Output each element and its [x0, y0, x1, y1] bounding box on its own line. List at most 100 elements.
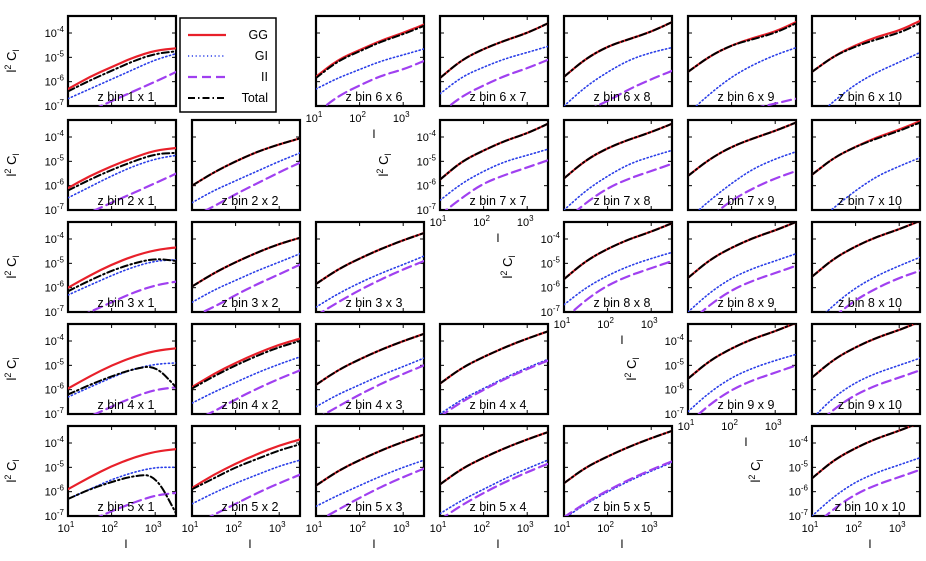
panel-label: z bin 4 x 4	[470, 398, 527, 412]
panel-label: z bin 8 x 9	[718, 296, 775, 310]
x-tick-label: 101	[182, 520, 199, 535]
x-tick-label: 102	[473, 214, 490, 229]
panel-z-bin-8x9: z bin 8 x 9	[686, 220, 798, 314]
x-tick-label: 101	[554, 316, 571, 331]
x-axis-label: l	[621, 537, 624, 551]
y-axis-label: l2 Cl	[3, 50, 21, 73]
series-ii-line	[204, 161, 300, 210]
series-gi-line	[192, 252, 300, 304]
x-tick-label: 103	[517, 520, 534, 535]
series-gi-line	[812, 456, 920, 516]
series-ii-line	[319, 259, 424, 312]
series-gg-line	[192, 337, 300, 389]
panel-z-bin-3x3: z bin 3 x 3	[314, 220, 426, 314]
legend-label-gi: GI	[255, 49, 268, 63]
panel-label: z bin 9 x 10	[838, 398, 902, 412]
y-tick-label: 10-5	[417, 153, 437, 168]
x-axis-label: l	[373, 537, 376, 551]
y-tick-label: 10-7	[45, 508, 65, 523]
series-ii-line	[447, 58, 548, 106]
panel-frame	[190, 220, 302, 314]
y-tick-label: 10-5	[789, 459, 809, 474]
y-axis-label: l2 Cl	[3, 358, 21, 381]
series-ii-line	[575, 162, 672, 210]
series-gi-line	[688, 252, 796, 312]
series-ii-line	[823, 468, 920, 516]
series-gi-line	[564, 149, 672, 210]
x-tick-label: 103	[641, 316, 658, 331]
x-tick-label: 103	[889, 520, 906, 535]
series-tot-line	[564, 21, 672, 78]
series-ii-line	[87, 280, 176, 312]
series-gi-line	[564, 46, 672, 106]
x-tick-label: 103	[393, 520, 410, 535]
x-tick-label: 102	[225, 520, 242, 535]
y-tick-label: 10-4	[45, 25, 65, 40]
y-tick-label: 10-5	[45, 49, 65, 64]
y-tick-label: 10-4	[417, 129, 437, 144]
panel-z-bin-8x8: z bin 8 x 8 10-7 10-6 10-5 10-4 l2 Cl 101 102 10…	[499, 220, 674, 347]
panel-label: z bin 6 x 9	[718, 90, 775, 104]
y-axis-label: l2 Cl	[747, 460, 765, 483]
panel-z-bin-5x5: z bin 5 x 5 101 102 103 l	[554, 424, 674, 551]
panel-z-bin-1x1: z bin 1 x 1 10-7 10-6 10-5 10-4 l2 Cl	[3, 14, 178, 113]
x-tick-label: 101	[802, 520, 819, 535]
panel-label: z bin 3 x 2	[222, 296, 279, 310]
series-ii-line	[322, 364, 424, 414]
series-gi-line	[825, 256, 920, 312]
panel-label: z bin 5 x 2	[222, 500, 279, 514]
series-gi-line	[68, 362, 176, 398]
x-tick-label: 102	[597, 520, 614, 535]
x-tick-label: 101	[430, 214, 447, 229]
x-tick-label: 102	[721, 418, 738, 433]
y-axis-label: l2 Cl	[499, 256, 517, 279]
series-ii-line	[444, 159, 548, 210]
panel-z-bin-9x9: z bin 9 x 9 10-7 10-6 10-5 10-4 l2 Cl 101 102 10…	[623, 322, 798, 449]
panel-z-bin-5x4: z bin 5 x 4 101 102 103 l	[430, 424, 550, 551]
panel-z-bin-10x10: z bin 10 x 10 10-7 10-6 10-5 10-4 l2 Cl 101 102…	[747, 424, 922, 551]
panel-z-bin-5x2: z bin 5 x 2 101 102 103 l	[182, 424, 302, 551]
panel-z-bin-6x10: z bin 6 x 10	[810, 14, 922, 108]
series-ii-line	[759, 97, 796, 106]
y-tick-label: 10-6	[45, 178, 65, 193]
series-gi-line	[564, 251, 672, 306]
panel-z-bin-8x10: z bin 8 x 10	[810, 220, 922, 314]
x-axis-label: l	[497, 537, 500, 551]
panel-z-bin-7x9: z bin 7 x 9	[686, 118, 798, 212]
panel-label: z bin 3 x 3	[346, 296, 403, 310]
y-tick-label: 10-7	[45, 202, 65, 217]
series-gg-line	[68, 448, 176, 491]
y-axis-label: l2 Cl	[623, 358, 641, 381]
series-ii-line	[92, 172, 176, 210]
x-tick-label: 102	[349, 110, 366, 125]
panel-label: z bin 1 x 1	[98, 90, 155, 104]
series-tot-line	[688, 121, 796, 177]
series-gi-line	[192, 459, 300, 505]
x-tick-label: 103	[765, 418, 782, 433]
series-ii-line	[570, 259, 672, 312]
panel-label: z bin 2 x 1	[98, 194, 155, 208]
series-gi-line	[192, 152, 300, 204]
panel-frame	[66, 424, 178, 518]
y-axis-label: l2 Cl	[3, 154, 21, 177]
x-tick-label: 103	[517, 214, 534, 229]
series-ii-line	[717, 170, 796, 210]
series-gi-line	[694, 46, 796, 106]
series-tot-line	[812, 222, 920, 278]
series-gg-line	[812, 19, 920, 73]
series-tot-line	[316, 24, 424, 79]
x-tick-label: 101	[678, 418, 695, 433]
y-tick-label: 10-7	[665, 406, 685, 421]
panel-label: z bin 4 x 1	[98, 398, 155, 412]
y-axis-label: l2 Cl	[375, 154, 393, 177]
y-tick-label: 10-5	[45, 357, 65, 372]
series-tot-line	[812, 426, 914, 480]
series-gi-line	[688, 353, 796, 413]
x-axis-label: l	[373, 127, 376, 141]
series-ii-line	[564, 460, 672, 516]
panel-z-bin-5x1: z bin 5 x 1 10-7 10-6 10-5 10-4 l2 Cl 101 102 10…	[3, 424, 178, 551]
y-axis-label: l2 Cl	[3, 460, 21, 483]
y-tick-label: 10-7	[45, 98, 65, 113]
series-gi-line	[440, 45, 548, 95]
panel-label: z bin 6 x 10	[838, 90, 902, 104]
